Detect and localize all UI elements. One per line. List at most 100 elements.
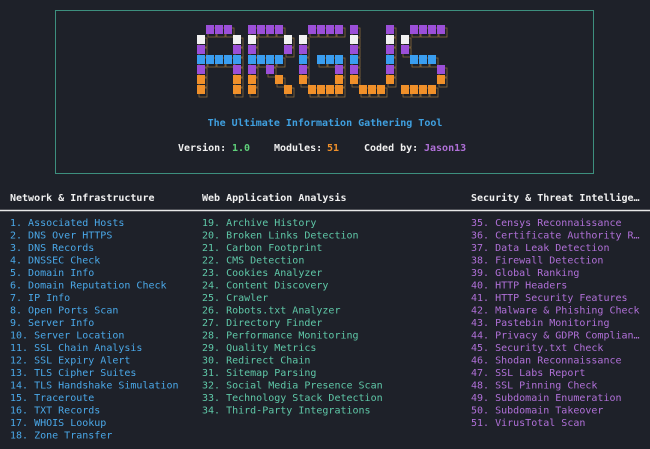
module-item: 15. Traceroute	[10, 393, 94, 404]
module-item: 13. TLS Cipher Suites	[10, 368, 136, 379]
logo-pixel	[386, 45, 394, 54]
module-item: 42. Malware & Phishing Check	[471, 306, 640, 317]
banner-box	[55, 10, 594, 174]
module-item: 18. Zone Transfer	[10, 431, 112, 442]
logo-pixel	[350, 35, 358, 44]
module-item: 44. Privacy & GDPR Complian…	[471, 331, 640, 342]
version: 1.0	[232, 143, 250, 154]
logo-pixel	[299, 45, 307, 54]
module-item: 24. Content Discovery	[202, 281, 328, 292]
module-item: 27. Directory Finder	[202, 318, 322, 329]
author-label: Coded by:	[364, 143, 418, 154]
logo-pixel	[299, 65, 307, 74]
logo-pixel	[437, 65, 445, 74]
logo-pixel	[299, 55, 307, 64]
module-item: 3. DNS Records	[10, 243, 94, 254]
logo-pixel	[215, 55, 223, 64]
logo-pixel	[224, 55, 232, 64]
logo-pixel	[197, 35, 205, 44]
logo-pixel	[299, 75, 307, 84]
module-item: 11. SSL Chain Analysis	[10, 343, 142, 354]
module-item: 49. Subdomain Enumeration	[471, 393, 622, 404]
module-item: 20. Broken Links Detection	[202, 231, 359, 242]
logo-pixel	[233, 75, 241, 84]
logo-pixel	[410, 85, 418, 94]
module-item: 16. TXT Records	[10, 406, 100, 417]
logo-pixel	[326, 55, 334, 64]
module-item: 25. Crawler	[202, 293, 268, 304]
logo-pixel	[428, 55, 436, 64]
logo-pixel	[233, 45, 241, 54]
logo	[197, 25, 448, 98]
logo-pixel	[197, 45, 205, 54]
logo-pixel	[335, 55, 343, 64]
module-item: 41. HTTP Security Features	[471, 293, 628, 304]
logo-pixel	[437, 75, 445, 84]
logo-pixel	[335, 85, 343, 94]
module-item: 47. SSL Labs Report	[471, 368, 585, 379]
logo-pixel	[410, 25, 418, 34]
logo-pixel	[206, 55, 214, 64]
module-item: 21. Carbon Footprint	[202, 243, 322, 254]
module-item: 23. Cookies Analyzer	[202, 268, 322, 279]
author: Jason13	[424, 143, 466, 154]
logo-pixel	[335, 75, 343, 84]
module-item: 5. Domain Info	[10, 268, 94, 279]
module-item: 30. Redirect Chain	[202, 356, 310, 367]
logo-pixel	[248, 75, 256, 84]
module-item: 40. HTTP Headers	[471, 281, 567, 292]
logo-pixel	[419, 85, 427, 94]
logo-pixel	[257, 55, 265, 64]
logo-pixel	[350, 25, 358, 34]
logo-pixel	[350, 45, 358, 54]
logo-pixel	[401, 85, 409, 94]
module-item: 8. Open Ports Scan	[10, 306, 118, 317]
logo-pixel	[248, 35, 256, 44]
logo-pixel	[197, 55, 205, 64]
module-item: 28. Performance Monitoring	[202, 331, 359, 342]
logo-pixel	[419, 25, 427, 34]
logo-pixel	[335, 65, 343, 74]
module-item: 26. Robots.txt Analyzer	[202, 306, 340, 317]
logo-pixel	[437, 25, 445, 34]
logo-pixel	[299, 35, 307, 44]
logo-pixel	[419, 55, 427, 64]
module-item: 2. DNS Over HTTPS	[10, 231, 112, 242]
logo-pixel	[197, 75, 205, 84]
module-item: 50. Subdomain Takeover	[471, 406, 603, 417]
logo-pixel	[428, 85, 436, 94]
logo-pixel	[308, 85, 316, 94]
logo-pixel	[248, 65, 256, 74]
logo-pixel	[266, 25, 274, 34]
logo-pixel	[248, 55, 256, 64]
logo-pixel	[248, 85, 256, 94]
logo-pixel	[248, 25, 256, 34]
logo-pixel	[386, 55, 394, 64]
logo-pixel	[386, 75, 394, 84]
logo-pixel	[377, 85, 385, 94]
logo-pixel	[308, 25, 316, 34]
logo-pixel	[275, 25, 283, 34]
module-item: 45. Security.txt Check	[471, 343, 603, 354]
logo-pixel	[275, 75, 283, 84]
module-item: 22. CMS Detection	[202, 256, 304, 267]
module-item: 7. IP Info	[10, 293, 70, 304]
logo-pixel	[317, 85, 325, 94]
module-item: 4. DNSSEC Check	[10, 256, 100, 267]
logo-pixel	[284, 85, 292, 94]
module-item: 12. SSL Expiry Alert	[10, 356, 130, 367]
logo-pixel	[206, 25, 214, 34]
logo-pixel	[197, 85, 205, 94]
module-item: 29. Quality Metrics	[202, 343, 316, 354]
module-item: 10. Server Location	[10, 331, 124, 342]
module-item: 51. VirusTotal Scan	[471, 418, 585, 429]
module-item: 9. Server Info	[10, 318, 94, 329]
logo-pixel	[233, 35, 241, 44]
column-header: Web Application Analysis	[202, 192, 347, 204]
module-item: 17. WHOIS Lookup	[10, 418, 106, 429]
logo-pixel	[215, 25, 223, 34]
modules-label: Modules:	[274, 143, 322, 154]
module-item: 35. Censys Reconnaissance	[471, 218, 622, 229]
